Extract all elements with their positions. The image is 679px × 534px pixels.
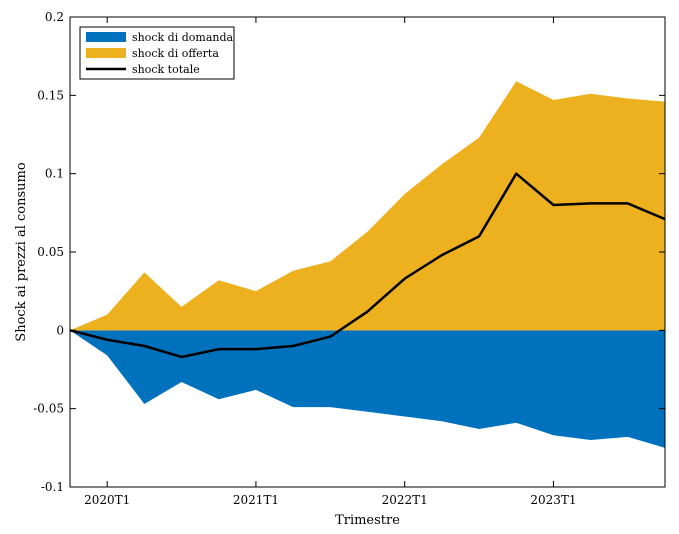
x-axis-label: Trimestre (335, 513, 400, 528)
x-tick-label: 2022T1 (382, 493, 428, 507)
legend-swatch-shock-di-offerta (86, 48, 126, 58)
legend-label-shock-di-domanda: shock di domanda (132, 31, 234, 44)
legend-label-shock-di-offerta: shock di offerta (132, 47, 219, 60)
y-tick-label: 0.05 (37, 245, 64, 259)
tick-labels: -0.1 -0.05 0 0.05 0.1 0.15 0.2 2020T1 2021T1 2022… (33, 10, 576, 507)
line-shock-totale (69, 172, 666, 359)
y-axis-label: Shock ai prezzi al consumo (14, 162, 29, 342)
legend: shock di domanda shock di offerta shock to… (79, 26, 235, 80)
legend-swatch-shock-di-domanda (86, 32, 126, 42)
legend-label-shock-totale: shock totale (132, 63, 200, 76)
y-tick-label: 0.15 (37, 88, 64, 102)
ticks (70, 16, 665, 488)
x-tick-label: 2021T1 (233, 493, 279, 507)
y-tick-label: -0.1 (41, 480, 64, 494)
y-tick-label: 0 (56, 323, 64, 337)
y-tick-label: 0.1 (45, 167, 64, 181)
area-shock-di-offerta (70, 81, 665, 331)
plot-lines (69, 172, 666, 359)
y-tick-label: -0.05 (33, 402, 64, 416)
area-shock-di-domanda (70, 330, 665, 448)
plot-areas (70, 81, 665, 448)
y-tick-label: 0.2 (45, 10, 64, 24)
x-tick-label: 2023T1 (530, 493, 576, 507)
x-tick-label: 2020T1 (84, 493, 130, 507)
